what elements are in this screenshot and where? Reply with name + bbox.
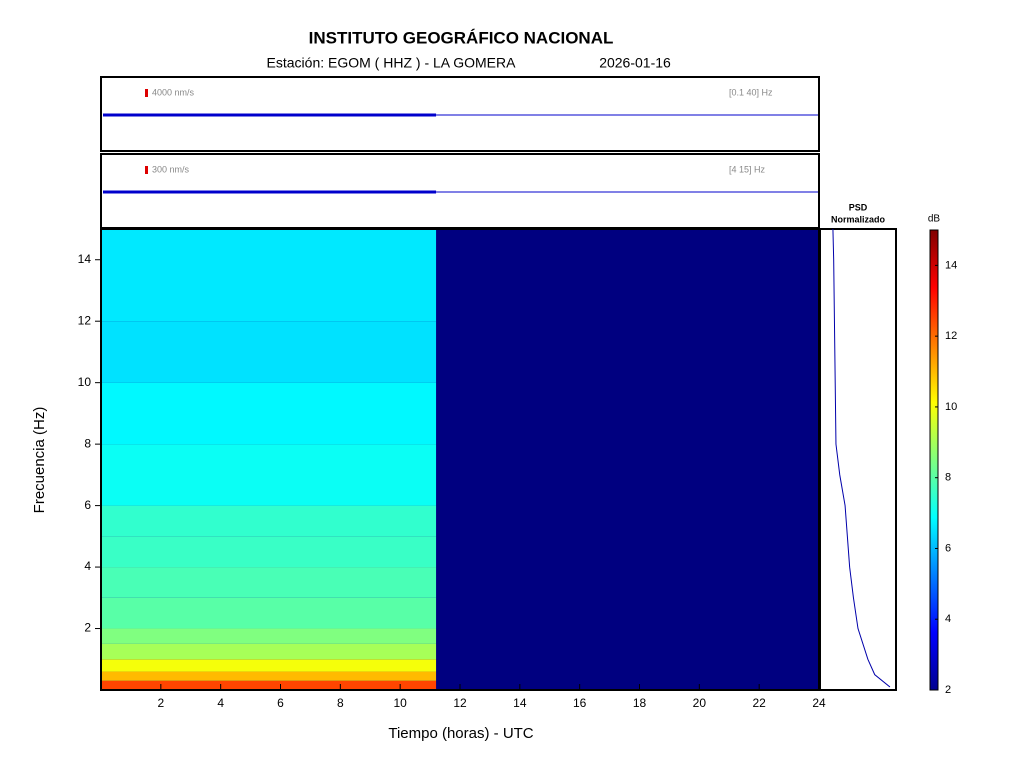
colorbar-tick-label: 2 xyxy=(945,684,951,696)
x-tick-label: 2 xyxy=(157,696,164,710)
trace-band: [4 15] Hz xyxy=(729,164,766,174)
psd-line xyxy=(832,228,891,688)
spectrogram-cell xyxy=(101,680,437,690)
scale-marker xyxy=(145,166,148,174)
colorbar-tick-label: 8 xyxy=(945,472,951,484)
x-tick-label: 10 xyxy=(393,696,407,710)
spectrogram-cell xyxy=(101,597,437,629)
spectrogram-cell xyxy=(101,505,437,537)
x-tick-label: 16 xyxy=(573,696,587,710)
x-tick-label: 8 xyxy=(337,696,344,710)
psd-title: PSD xyxy=(849,202,868,212)
x-tick-label: 6 xyxy=(277,696,284,710)
spectrogram-cell xyxy=(101,444,437,506)
y-tick-label: 12 xyxy=(78,313,92,327)
y-tick-label: 14 xyxy=(78,252,92,266)
trace-panel xyxy=(100,76,820,152)
x-axis-label: Tiempo (horas) - UTC xyxy=(388,725,533,742)
spectrogram-cell xyxy=(101,567,437,598)
trace-band: [0.1 40] Hz xyxy=(729,87,773,97)
spectrogram-cell xyxy=(101,659,437,672)
trace-scale: 4000 nm/s xyxy=(152,87,195,97)
spectrogram-cell xyxy=(101,671,437,681)
spectrogram-cell xyxy=(101,229,437,322)
spectrogram-cell xyxy=(101,536,437,568)
x-tick-label: 24 xyxy=(812,696,826,710)
trace-panel xyxy=(100,153,820,229)
date: 2026-01-16 xyxy=(599,55,671,71)
subtitle: Estación: EGOM ( HHZ ) - LA GOMERA xyxy=(267,55,517,71)
scale-marker xyxy=(145,89,148,97)
spectrogram-cell xyxy=(101,321,437,383)
colorbar-tick-label: 4 xyxy=(945,613,951,625)
spectrogram-cell xyxy=(101,628,437,644)
x-tick-label: 22 xyxy=(752,696,766,710)
colorbar-tick-label: 14 xyxy=(945,259,957,271)
colorbar-tick-label: 10 xyxy=(945,401,957,413)
x-tick-label: 18 xyxy=(633,696,647,710)
trace-scale: 300 nm/s xyxy=(152,164,190,174)
chart-title: INSTITUTO GEOGRÁFICO NACIONAL xyxy=(309,28,614,47)
spectrogram-cell xyxy=(101,643,437,660)
colorbar-label: dB xyxy=(928,214,941,225)
colorbar xyxy=(929,229,939,691)
y-tick-label: 2 xyxy=(84,621,91,635)
x-tick-label: 20 xyxy=(693,696,707,710)
spectrogram-cell xyxy=(101,382,437,445)
psd-frame xyxy=(819,228,897,691)
y-tick-label: 6 xyxy=(84,498,91,512)
colorbar-tick-label: 12 xyxy=(945,330,957,342)
colorbar-tick-label: 6 xyxy=(945,542,951,554)
x-tick-label: 4 xyxy=(217,696,224,710)
y-tick-label: 10 xyxy=(78,375,92,389)
x-tick-label: 14 xyxy=(513,696,527,710)
y-tick-label: 4 xyxy=(84,559,91,573)
y-axis-label: Frecuencia (Hz) xyxy=(31,407,48,514)
psd-title: Normalizado xyxy=(831,214,886,224)
y-tick-label: 8 xyxy=(84,436,91,450)
x-tick-label: 12 xyxy=(453,696,467,710)
